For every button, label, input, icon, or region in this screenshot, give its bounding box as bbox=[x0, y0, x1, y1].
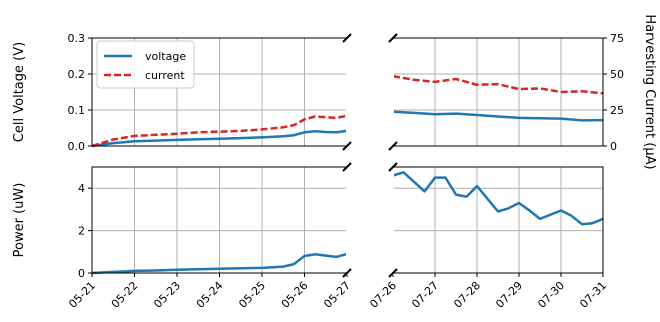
x-left-tick-label: 05-25 bbox=[236, 279, 268, 311]
bottom-left-x-ticks: 05-21 05-22 05-23 05-24 05-25 05-26 05-27 bbox=[66, 273, 353, 311]
bottom-left-y-ticks: 0 2 4 bbox=[78, 182, 92, 280]
axis-break-mark bbox=[388, 33, 398, 43]
y-axis-title-current: Harvesting Current (µA) bbox=[642, 14, 657, 169]
y-axis-title-power: Power (uW) bbox=[12, 183, 27, 258]
axis-break-mark bbox=[388, 162, 398, 172]
axis-break-mark bbox=[342, 162, 352, 172]
top-right-series bbox=[392, 74, 604, 122]
legend-current-label: current bbox=[145, 69, 185, 82]
voltage-line-left bbox=[91, 129, 348, 148]
power-line-left bbox=[91, 252, 348, 275]
bottom-right-frame bbox=[392, 166, 604, 274]
bottom-left-grid bbox=[91, 167, 348, 274]
x-right-tick-label: 07-29 bbox=[493, 279, 525, 311]
x-right-tick-label: 07-27 bbox=[409, 279, 441, 311]
x-right-tick-label: 07-30 bbox=[535, 279, 567, 311]
current-line-right bbox=[392, 74, 604, 95]
bottom-left-series bbox=[91, 252, 348, 275]
top-right-panel: 0 25 50 75 bbox=[392, 32, 624, 153]
legend-voltage-label: voltage bbox=[145, 50, 186, 63]
axis-break-gap bbox=[346, 37, 394, 275]
top-left-series bbox=[91, 114, 348, 148]
x-left-tick-label: 05-22 bbox=[109, 279, 141, 311]
y-left-top-tick-label: 0.1 bbox=[68, 104, 86, 117]
top-left-y-ticks: 0.0 0.1 0.2 0.3 bbox=[68, 32, 92, 153]
bottom-right-series bbox=[392, 171, 604, 226]
x-left-tick-label: 05-23 bbox=[151, 279, 183, 311]
y-right-top-tick-label: 0 bbox=[610, 140, 617, 153]
x-left-tick-label: 05-21 bbox=[66, 279, 98, 311]
x-left-tick-label: 05-27 bbox=[321, 279, 353, 311]
y-left-bottom-tick-label: 0 bbox=[78, 267, 85, 280]
bottom-right-grid bbox=[392, 167, 604, 274]
x-right-tick-label: 07-26 bbox=[367, 279, 399, 311]
axis-break-mark bbox=[342, 33, 352, 43]
y-left-top-tick-label: 0.3 bbox=[68, 32, 86, 45]
bottom-right-panel: 07-26 07-27 07-28 07-29 07-30 07-31 bbox=[367, 166, 609, 311]
top-right-y-ticks: 0 25 50 75 bbox=[603, 32, 624, 153]
y-left-bottom-tick-label: 4 bbox=[78, 182, 85, 195]
axis-break-mark bbox=[342, 268, 352, 278]
y-left-top-tick-label: 0.2 bbox=[68, 68, 86, 81]
axis-break-mark bbox=[388, 268, 398, 278]
voltage-line-right bbox=[392, 110, 604, 122]
x-right-tick-label: 07-28 bbox=[451, 279, 483, 311]
y-axis-title-voltage: Cell Voltage (V) bbox=[12, 42, 27, 142]
x-left-tick-label: 05-26 bbox=[279, 279, 311, 311]
y-right-top-tick-label: 50 bbox=[610, 68, 624, 81]
y-left-bottom-tick-label: 2 bbox=[78, 225, 85, 238]
legend: voltage current bbox=[96, 40, 195, 89]
axis-break-mark bbox=[388, 141, 398, 151]
axis-break-marks bbox=[342, 33, 398, 278]
y-right-top-tick-label: 75 bbox=[610, 32, 624, 45]
bottom-right-x-ticks: 07-26 07-27 07-28 07-29 07-30 07-31 bbox=[367, 273, 609, 311]
legend-box bbox=[96, 40, 195, 89]
y-right-top-tick-label: 25 bbox=[610, 104, 624, 117]
x-left-tick-label: 05-24 bbox=[194, 279, 226, 311]
current-line-left bbox=[91, 114, 348, 148]
axis-break-mark bbox=[342, 141, 352, 151]
x-right-tick-label: 07-31 bbox=[577, 279, 609, 311]
y-left-top-tick-label: 0.0 bbox=[68, 140, 86, 153]
power-line-right bbox=[392, 171, 604, 226]
bottom-left-panel: 0 2 4 05-21 05-22 05-23 05-24 05-25 05-26 05-27 bbox=[66, 166, 353, 311]
